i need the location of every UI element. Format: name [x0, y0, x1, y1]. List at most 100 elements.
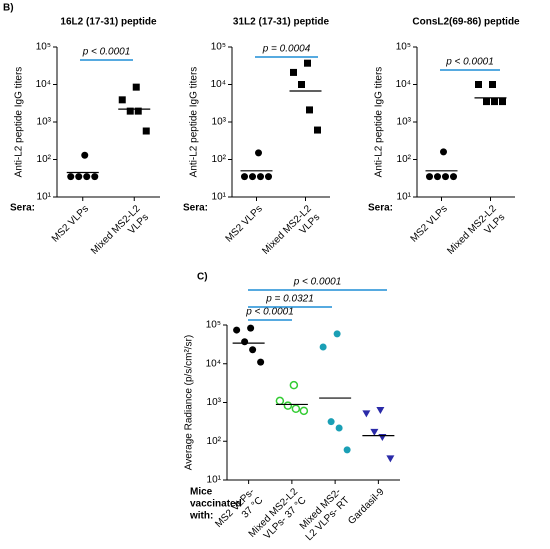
y-tick-label: 10⁴: [36, 79, 51, 90]
y-tick-label: 10⁴: [396, 79, 411, 90]
data-point: [442, 173, 449, 181]
data-point: [75, 173, 83, 181]
data-point: [257, 358, 265, 366]
p-value: p = 0.0004: [262, 44, 311, 55]
data-point: [370, 428, 379, 436]
data-point: [265, 173, 272, 181]
y-tick-label: 10²: [212, 154, 227, 165]
data-point: [257, 173, 264, 181]
y-tick-label: 10⁴: [211, 79, 226, 90]
data-point: [491, 98, 498, 106]
data-point: [255, 149, 262, 157]
y-tick-label: 10¹: [207, 475, 222, 486]
y-axis-label: Anti-L2 peptide IgG titers: [374, 67, 385, 178]
data-point: [289, 380, 299, 390]
y-tick-label: 10⁵: [36, 42, 51, 53]
y-tick-label: 10³: [207, 397, 222, 408]
data-point: [319, 343, 327, 351]
p-value: p < 0.0001: [445, 57, 494, 68]
y-tick-label: 10³: [397, 117, 412, 128]
data-point: [249, 346, 257, 354]
data-point: [386, 455, 395, 463]
chart-title: ConsL2(69-86) peptide: [412, 17, 520, 28]
y-tick-label: 10³: [212, 117, 227, 128]
y-tick-label: 10²: [37, 154, 52, 165]
data-point: [499, 98, 506, 106]
y-tick-label: 10¹: [212, 192, 227, 203]
data-point: [376, 407, 385, 415]
data-point: [247, 324, 255, 332]
y-tick-label: 10⁵: [396, 42, 411, 53]
p-value: p < 0.0001: [293, 277, 342, 288]
row-label: Mice: [190, 487, 213, 498]
x-tick-label-line: Gardasil-9: [346, 486, 387, 527]
data-point: [306, 106, 313, 114]
data-point: [67, 173, 75, 181]
data-point: [489, 81, 496, 88]
data-point: [362, 410, 371, 418]
data-point: [440, 148, 447, 156]
row-label: Sera:: [10, 203, 35, 214]
data-point: [275, 396, 285, 406]
data-point: [333, 330, 341, 338]
data-point: [83, 173, 91, 181]
data-point: [81, 151, 89, 159]
data-point: [314, 126, 321, 134]
y-tick-label: 10²: [397, 154, 412, 165]
data-point: [132, 83, 140, 91]
data-point: [343, 446, 351, 454]
y-tick-label: 10¹: [37, 192, 52, 203]
x-tick-label: Mixed MS2-L2 VLPs- RT: [295, 486, 352, 543]
data-point: [450, 173, 457, 181]
row-label: Sera:: [183, 203, 208, 214]
data-point: [298, 81, 305, 88]
data-point: [426, 173, 433, 181]
x-tick-label: MS2 VLPs: [223, 203, 264, 244]
data-point: [304, 59, 311, 67]
y-tick-label: 10²: [207, 436, 222, 447]
data-point: [233, 326, 241, 334]
y-tick-label: 10⁴: [206, 358, 221, 369]
y-axis-label: Average Radiance (p/s/cm²/sr): [184, 335, 195, 470]
y-tick-label: 10⁵: [211, 42, 226, 53]
p-value: p < 0.0001: [245, 307, 294, 318]
data-point: [475, 81, 482, 88]
x-tick-label-line: MS2 VLPs: [408, 203, 449, 244]
x-tick-label: MS2 VLPs: [408, 203, 449, 244]
x-tick-label-line: MS2 VLPs: [223, 203, 264, 244]
y-tick-label: 10³: [37, 117, 52, 128]
x-tick-label-line: MS2 VLPs: [50, 203, 91, 244]
data-point: [134, 107, 142, 115]
data-point: [335, 424, 343, 432]
x-tick-label: Mixed MS2-L2VLPs: [260, 203, 322, 265]
p-value: p < 0.0001: [82, 47, 131, 58]
y-axis-label: Anti-L2 peptide IgG titers: [14, 67, 25, 178]
x-tick-label: MS2 VLPs: [50, 203, 91, 244]
x-tick-label: Mixed MS2-L2VLPs: [89, 203, 151, 265]
data-point: [283, 401, 293, 410]
panel-label: B): [3, 3, 14, 14]
x-tick-label: Gardasil-9: [346, 486, 387, 527]
data-point: [327, 418, 335, 426]
p-value: p = 0.0321: [265, 294, 314, 305]
chart-title: 31L2 (17-31) peptide: [233, 17, 330, 28]
y-tick-label: 10¹: [397, 192, 412, 203]
data-point: [290, 68, 297, 76]
data-point: [241, 173, 248, 181]
data-point: [118, 96, 126, 104]
data-point: [91, 173, 99, 181]
data-point: [126, 107, 134, 115]
data-point: [241, 338, 249, 346]
row-label: vaccinated: [190, 499, 242, 510]
y-tick-label: 10⁵: [206, 320, 221, 331]
data-point: [483, 98, 490, 106]
panel-label: C): [197, 272, 208, 283]
data-point: [434, 173, 441, 181]
chart-title: 16L2 (17-31) peptide: [60, 17, 157, 28]
row-label: Sera:: [368, 203, 393, 214]
data-point: [249, 173, 256, 181]
data-point: [299, 406, 309, 416]
y-axis-label: Anti-L2 peptide IgG titers: [189, 67, 200, 178]
x-tick-label: Mixed MS2-L2VLPs: [445, 203, 507, 265]
